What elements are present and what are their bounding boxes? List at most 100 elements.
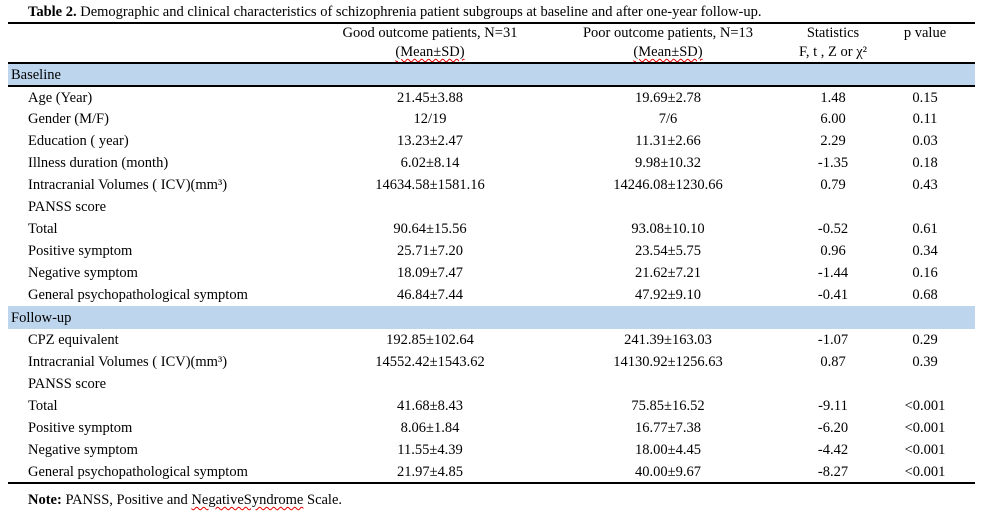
good-outcome-value: 21.97±4.85 xyxy=(397,463,463,480)
good-outcome-value: 25.71±7.20 xyxy=(397,243,463,259)
good-outcome-value: 11.55±4.39 xyxy=(397,442,463,458)
row-label: Gender (M/F) xyxy=(28,111,109,127)
statistic-value: -1.07 xyxy=(817,332,849,348)
section-header-label: Baseline xyxy=(8,62,975,87)
table-title-number: Table 2. xyxy=(28,4,77,20)
good-outcome-value: 12/19 xyxy=(413,111,447,127)
p-value: 0.11 xyxy=(912,111,938,127)
header-p-value-title: p value xyxy=(903,25,947,41)
table-row: CPZ equivalent 192.85±102.64 241.39±163.03… xyxy=(8,329,975,351)
table-row: General psychopathological symptom 46.84±… xyxy=(8,284,975,306)
p-value: 0.39 xyxy=(912,354,938,370)
p-value xyxy=(875,373,975,395)
row-label: Positive symptom xyxy=(28,420,133,436)
poor-outcome-value: 19.69±2.78 xyxy=(635,89,701,106)
header-good-outcome-column: Good outcome patients, N=31 (Mean±SD) xyxy=(315,23,545,64)
header-poor-outcome-column: Poor outcome patients, N=13 (Mean±SD) xyxy=(545,23,791,64)
table-row: PANSS score xyxy=(8,373,975,395)
row-label: CPZ equivalent xyxy=(28,332,119,348)
row-label: Age (Year) xyxy=(28,89,93,106)
poor-outcome-value: 75.85±16.52 xyxy=(631,398,705,414)
statistic-value: -0.52 xyxy=(817,221,849,237)
row-label: General psychopathological symptom xyxy=(28,287,248,303)
poor-outcome-value: 23.54±5.75 xyxy=(635,243,701,259)
header-p-value-subtitle xyxy=(875,43,975,62)
table-row: General psychopathological symptom 21.97±… xyxy=(8,461,975,483)
row-label: PANSS score xyxy=(28,376,107,392)
row-label: Intracranial Volumes ( ICV)(mm³) xyxy=(28,177,228,193)
header-statistics-title: Statistics xyxy=(806,25,860,41)
statistic-value: -1.35 xyxy=(817,155,849,171)
good-outcome-value: 8.06±1.84 xyxy=(400,420,460,436)
statistic-value: 0.79 xyxy=(820,177,846,193)
p-value: 0.43 xyxy=(912,177,938,193)
good-outcome-value xyxy=(315,196,545,218)
good-outcome-value: 21.45±3.88 xyxy=(397,89,463,106)
statistic-value: -0.41 xyxy=(817,287,849,303)
poor-outcome-value: 16.77±7.38 xyxy=(635,420,701,436)
header-good-outcome-subtitle: (Mean±SD) xyxy=(395,44,465,60)
row-label: Illness duration (month) xyxy=(28,155,169,171)
good-outcome-value: 13.23±2.47 xyxy=(397,133,463,149)
table-row: Total 41.68±8.43 75.85±16.52 -9.11 <0.001 xyxy=(8,395,975,417)
poor-outcome-value: 93.08±10.10 xyxy=(631,221,705,237)
p-value: 0.34 xyxy=(912,243,938,259)
statistic-value: 0.96 xyxy=(820,243,846,259)
p-value: 0.61 xyxy=(912,221,938,237)
table-row: Positive symptom 8.06±1.84 16.77±7.38 -6.20… xyxy=(8,417,975,439)
table-row: Negative symptom 11.55±4.39 18.00±4.45 -4.4… xyxy=(8,439,975,461)
header-empty-line1 xyxy=(8,24,315,43)
table-header: Good outcome patients, N=31 (Mean±SD) Po… xyxy=(8,23,975,64)
statistic-value: 6.00 xyxy=(820,111,846,127)
good-outcome-value: 41.68±8.43 xyxy=(397,398,463,414)
table-row: Intracranial Volumes ( ICV)(mm³) 14552.42… xyxy=(8,351,975,373)
statistic-value: -1.44 xyxy=(817,265,849,281)
p-value: 0.68 xyxy=(912,287,938,303)
row-label: Negative symptom xyxy=(28,265,138,281)
table-row: Negative symptom 18.09±7.47 21.62±7.21 -1.4… xyxy=(8,262,975,284)
table-title-text: Demographic and clinical characteristics… xyxy=(76,4,762,20)
statistic-value: 2.29 xyxy=(820,133,846,149)
p-value: <0.001 xyxy=(904,463,946,480)
table-body: Baseline Age (Year) 21.45±3.88 19.69±2.78 1.… xyxy=(8,62,975,483)
poor-outcome-value: 9.98±10.32 xyxy=(635,155,701,171)
poor-outcome-value: 241.39±163.03 xyxy=(624,332,712,348)
table-row: Total 90.64±15.56 93.08±10.10 -0.52 0.61 xyxy=(8,218,975,240)
note-text-after: Scale. xyxy=(303,492,343,508)
good-outcome-value: 90.64±15.56 xyxy=(393,221,467,237)
table-row: Illness duration (month) 6.02±8.14 9.98±10… xyxy=(8,152,975,174)
statistic-value: 1.48 xyxy=(820,89,846,106)
poor-outcome-value: 21.62±7.21 xyxy=(635,265,701,281)
header-row-label-column xyxy=(8,23,315,64)
row-label: Total xyxy=(28,221,58,237)
table-row: Intracranial Volumes ( ICV)(mm³) 14634.58… xyxy=(8,174,975,196)
header-empty-line2 xyxy=(8,43,315,62)
row-label: PANSS score xyxy=(28,199,107,215)
poor-outcome-value xyxy=(545,373,791,395)
poor-outcome-value: 18.00±4.45 xyxy=(635,442,701,458)
poor-outcome-value: 14246.08±1230.66 xyxy=(613,177,723,193)
statistic-value xyxy=(791,196,875,218)
good-outcome-value: 192.85±102.64 xyxy=(386,332,474,348)
good-outcome-value: 46.84±7.44 xyxy=(397,287,463,303)
p-value: 0.03 xyxy=(912,133,938,149)
good-outcome-value xyxy=(315,373,545,395)
table-row: Age (Year) 21.45±3.88 19.69±2.78 1.48 0.15 xyxy=(8,86,975,108)
header-statistics-subtitle: F, t , Z or χ² xyxy=(798,44,868,60)
p-value: <0.001 xyxy=(904,420,946,436)
poor-outcome-value: 40.00±9.67 xyxy=(635,463,701,480)
table-row: Gender (M/F) 12/19 7/6 6.00 0.11 xyxy=(8,108,975,130)
data-table: Good outcome patients, N=31 (Mean±SD) Po… xyxy=(8,22,975,484)
header-good-outcome-title: Good outcome patients, N=31 xyxy=(342,25,518,41)
statistic-value: -6.20 xyxy=(817,420,849,436)
row-label: Education ( year) xyxy=(28,133,129,149)
row-label: Total xyxy=(28,398,58,414)
row-label: Negative symptom xyxy=(28,442,138,458)
row-label: General psychopathological symptom xyxy=(28,463,248,480)
statistic-value: -8.27 xyxy=(817,463,849,480)
header-poor-outcome-subtitle: (Mean±SD) xyxy=(633,44,703,60)
p-value: 0.18 xyxy=(912,155,938,171)
header-poor-outcome-title: Poor outcome patients, N=13 xyxy=(582,25,754,41)
statistic-value xyxy=(791,373,875,395)
